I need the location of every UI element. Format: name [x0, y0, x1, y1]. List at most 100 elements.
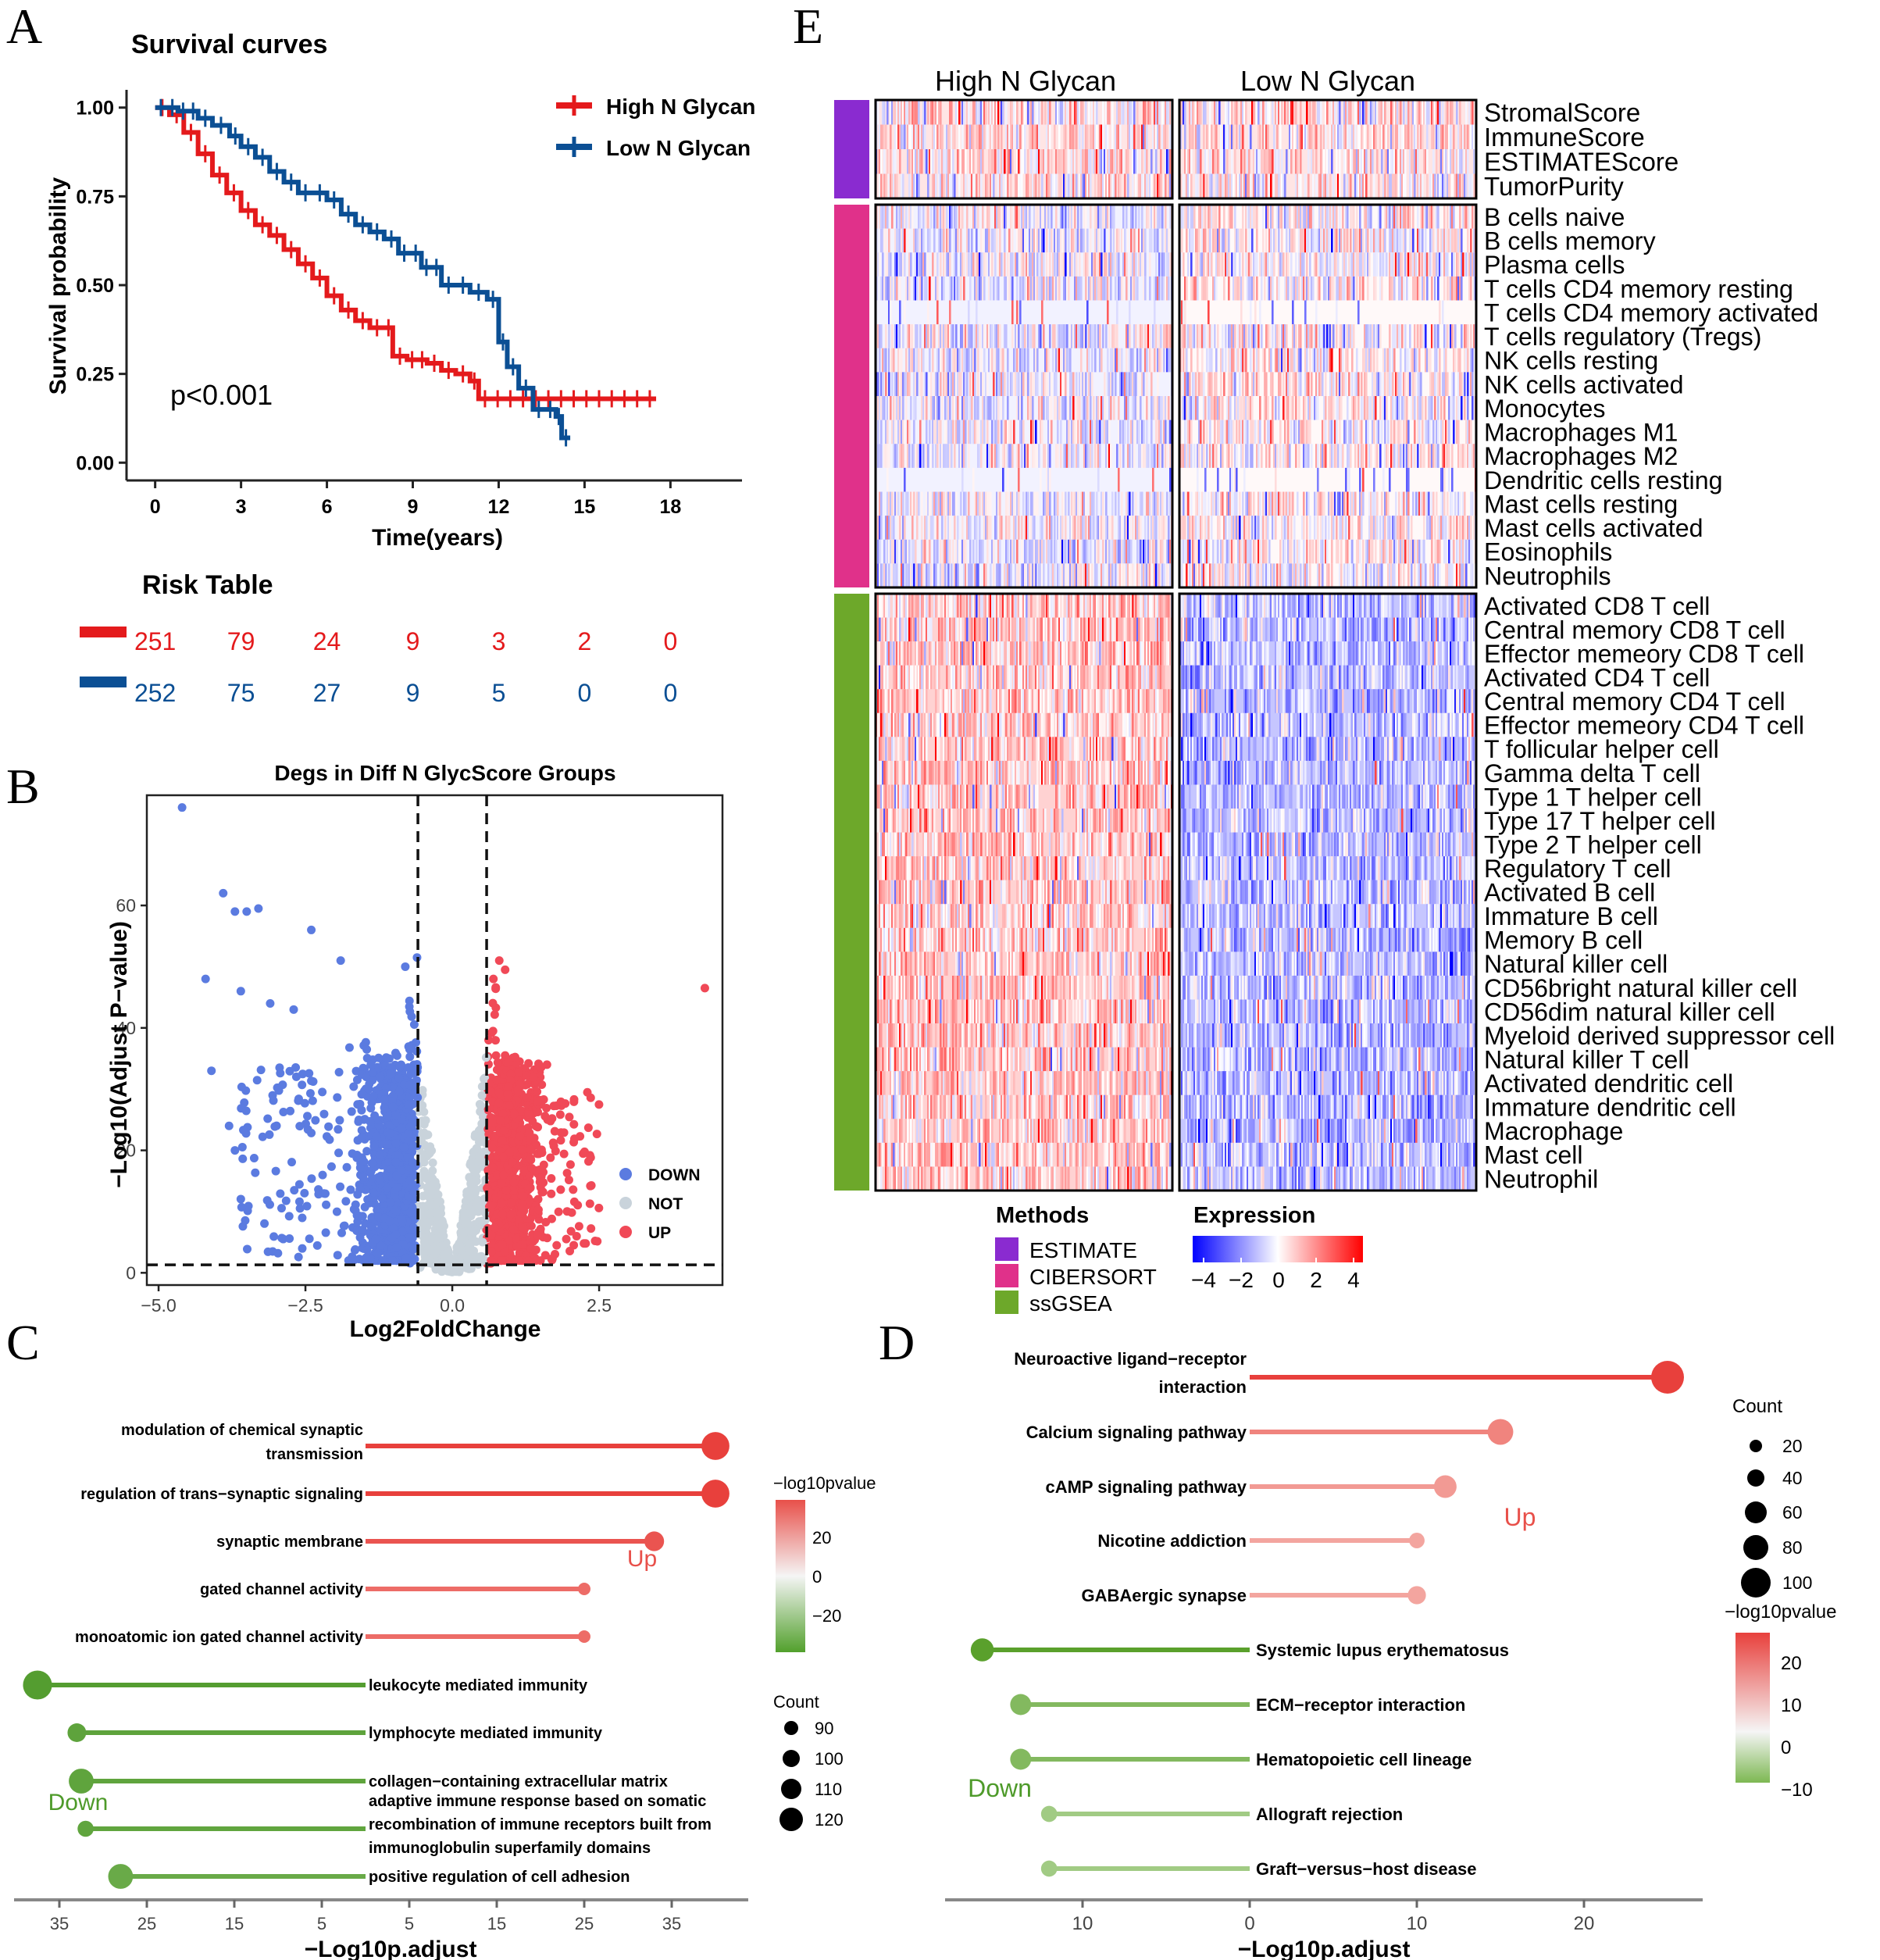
heatmap-cell	[1055, 205, 1058, 230]
heatmap-cell	[927, 252, 929, 277]
panel-letter-d: D	[879, 1315, 915, 1370]
heatmap-cell	[1473, 124, 1475, 150]
heatmap-cell	[940, 252, 942, 277]
heatmap-cell	[1451, 173, 1454, 199]
legend-label-high: High N Glycan	[606, 95, 755, 119]
heatmap-cell	[1336, 149, 1338, 174]
volcano-point-not	[476, 1152, 485, 1162]
volcano-point-down	[285, 1066, 294, 1076]
volcano-point-down	[351, 1206, 360, 1216]
heatmap-cell	[1256, 228, 1258, 253]
heatmap-cell	[963, 100, 965, 125]
heatmap-cell	[1365, 100, 1368, 125]
volcano-point-up	[498, 1240, 507, 1249]
volcano-point-down	[366, 1117, 375, 1126]
heatmap-cell	[1233, 124, 1235, 150]
go-x-tick-label: 35	[662, 1914, 681, 1933]
heatmap-cell	[1135, 173, 1137, 199]
volcano-point-down	[334, 1125, 343, 1134]
heatmap-cell	[1343, 173, 1346, 199]
heatmap-cell	[896, 252, 898, 277]
heatmap-cell	[1257, 173, 1260, 199]
volcano-point-down	[411, 1037, 420, 1047]
heatmap-cell	[1019, 124, 1022, 150]
volcano-x-tick-label: 2.5	[587, 1295, 612, 1316]
volcano-point-down	[362, 1044, 372, 1054]
volcano-point-down	[295, 1122, 305, 1131]
heatmap-cell	[943, 276, 945, 301]
risk-table-cell: 251	[134, 627, 176, 655]
kegg-term-label: ECM−receptor interaction	[1256, 1695, 1465, 1715]
heatmap-cell	[1359, 205, 1361, 230]
volcano-point-down	[308, 1096, 317, 1105]
go-term-label: leukocyte mediated immunity	[369, 1677, 588, 1694]
heatmap-cell	[1372, 100, 1374, 125]
heatmap-cell	[1306, 100, 1308, 125]
heatmap-cell	[1043, 276, 1045, 301]
heatmap-cell	[961, 205, 964, 230]
heatmap-cell	[1193, 205, 1196, 230]
heatmap-cell	[1054, 124, 1056, 150]
volcano-point-up	[700, 984, 709, 993]
heatmap-cell	[999, 228, 1001, 253]
heatmap-cell	[1303, 252, 1305, 277]
volcano-point-down	[366, 1222, 376, 1231]
volcano-point-down	[249, 1153, 259, 1162]
heatmap-cell	[1442, 124, 1444, 150]
volcano-point-down	[375, 1176, 384, 1185]
heatmap-cell	[1432, 205, 1435, 230]
heatmap-cell	[1127, 228, 1129, 253]
volcano-point-up	[533, 1107, 543, 1116]
heatmap-cell	[1119, 124, 1122, 150]
kegg-term-label: Allograft rejection	[1256, 1805, 1403, 1824]
volcano-point-up	[503, 1090, 512, 1099]
volcano-point-down	[242, 907, 251, 916]
kegg-term-label: cAMP signaling pathway	[1045, 1477, 1247, 1497]
heatmap-cell	[1432, 149, 1435, 174]
volcano-point-up	[548, 1114, 557, 1123]
heatmap-cell	[1453, 205, 1455, 230]
heatmap-cell	[1339, 173, 1341, 199]
go-term-label: positive regulation of cell adhesion	[369, 1869, 630, 1886]
heatmap-cell	[1228, 252, 1230, 277]
volcano-point-down	[406, 1208, 416, 1217]
heatmap-cell	[1107, 124, 1109, 150]
volcano-point-up	[556, 1097, 565, 1106]
heatmap-cell	[1350, 100, 1352, 125]
heatmap-cell	[1309, 100, 1311, 125]
volcano-point-up	[489, 974, 498, 984]
heatmap-cell	[1074, 205, 1076, 230]
volcano-point-down	[385, 1129, 394, 1138]
volcano-point-up	[527, 1163, 537, 1173]
volcano-point-down	[358, 1212, 367, 1221]
heatmap-cell	[1079, 124, 1081, 150]
heatmap-cell	[1160, 149, 1162, 174]
volcano-point-down	[362, 1054, 372, 1063]
volcano-point-up	[569, 1119, 579, 1129]
volcano-point-down	[291, 1072, 301, 1081]
heatmap-cell	[1382, 124, 1385, 150]
heatmap-cell	[1281, 228, 1283, 253]
volcano-point-up	[498, 1136, 507, 1145]
heatmap-cell	[1453, 252, 1455, 277]
heatmap-cell	[1242, 228, 1244, 253]
volcano-point-down	[344, 1043, 354, 1052]
heatmap-cell	[926, 149, 928, 174]
heatmap-cell	[1038, 100, 1040, 125]
heatmap-cell	[1262, 100, 1265, 125]
volcano-point-up	[510, 1052, 519, 1062]
risk-table-cell: 2	[578, 627, 592, 655]
volcano-point-not	[417, 1221, 426, 1230]
heatmap-cell	[1422, 173, 1424, 199]
volcano-point-up	[494, 1098, 504, 1108]
heatmap-cell	[1094, 173, 1097, 199]
heatmap-cell	[1337, 252, 1340, 277]
volcano-point-up	[501, 965, 510, 974]
volcano-point-down	[305, 1234, 314, 1244]
heatmap-cell	[955, 252, 958, 277]
volcano-point-down	[333, 1251, 342, 1260]
volcano-point-up	[491, 1003, 501, 1012]
legend-label-low: Low N Glycan	[606, 136, 751, 160]
heatmap-cell	[1001, 124, 1003, 150]
volcano-point-up	[536, 1062, 545, 1072]
